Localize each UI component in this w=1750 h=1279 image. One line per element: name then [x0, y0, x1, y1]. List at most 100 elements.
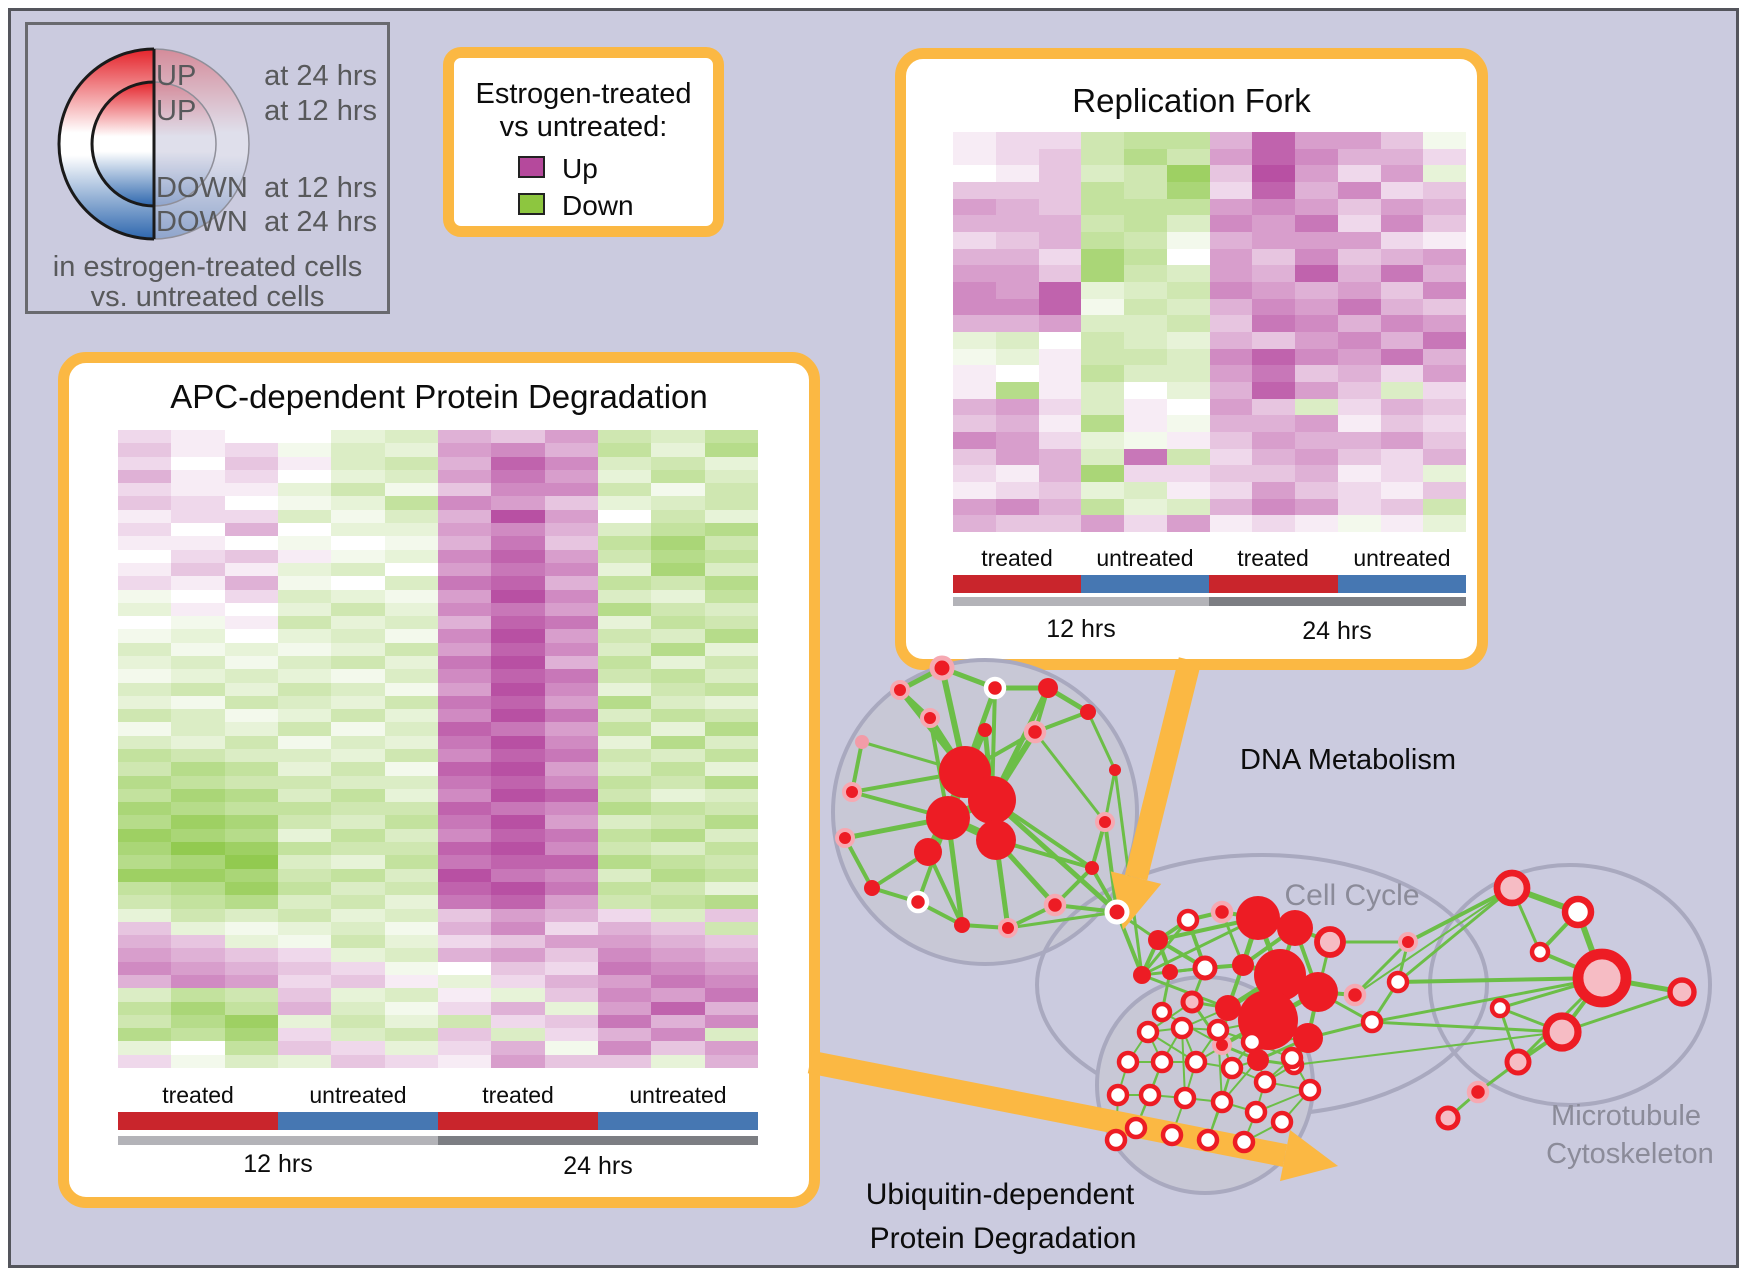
heatmap-cell — [118, 589, 172, 603]
heatmap-cell — [171, 682, 225, 696]
heatmap-cell — [597, 589, 652, 603]
heatmap-cell — [1295, 248, 1338, 266]
heatmap-cell — [995, 381, 1039, 399]
heatmap-cell — [1380, 465, 1424, 482]
heatmap-cell — [953, 415, 996, 432]
heatmap-cell — [544, 908, 598, 922]
gene-node — [998, 918, 1018, 938]
heatmap-cell — [1166, 448, 1210, 466]
heatmap-cell — [384, 961, 438, 975]
heatmap-cell — [224, 908, 278, 922]
heatmap-cell — [651, 842, 705, 856]
heatmap-cell — [171, 735, 225, 749]
heatmap-cell — [1295, 198, 1338, 216]
heatmap-cell — [1252, 348, 1295, 366]
heatmap-cell — [1380, 415, 1424, 432]
heatmap-cell — [1295, 481, 1338, 499]
heatmap-cell — [331, 722, 385, 736]
heatmap-cell — [597, 682, 652, 696]
heatmap-cell — [384, 881, 438, 896]
heatmap-cell — [995, 281, 1039, 299]
heatmap-cell — [1124, 465, 1167, 482]
heatmap-cell — [277, 642, 332, 656]
heatmap-cell — [171, 961, 225, 975]
heatmap-cell — [331, 935, 385, 949]
heatmap-cell — [651, 935, 705, 949]
heatmap-cell — [491, 509, 545, 524]
heatmap-cell — [995, 215, 1039, 232]
heatmap-cell — [953, 265, 996, 282]
gene-node — [835, 828, 855, 848]
heatmap-cell — [171, 549, 225, 563]
up-label: Up — [562, 153, 598, 184]
heatmap-cell — [1209, 331, 1253, 349]
heatmap-cell — [1081, 481, 1124, 499]
heatmap-cell — [171, 536, 225, 550]
heatmap-cell — [597, 562, 652, 577]
heatmap-cell — [331, 443, 385, 457]
heatmap-cell — [953, 165, 996, 182]
heatmap-cell — [953, 231, 996, 249]
heatmap-cell — [1124, 215, 1167, 232]
heatmap-cell — [437, 921, 492, 936]
panel-arrow-head — [1279, 1130, 1338, 1182]
heatmap-cell — [953, 365, 996, 382]
heatmap-cell — [704, 642, 758, 656]
heatmap-cell — [704, 828, 758, 843]
heatmap-cell — [437, 695, 492, 710]
heatmap-cell — [1038, 448, 1082, 466]
heatmap-cell — [1337, 398, 1381, 416]
heatmap-cell — [171, 855, 225, 869]
heatmap-cell — [597, 775, 652, 789]
heatmap-cell — [171, 642, 225, 656]
gene-node — [1150, 1050, 1174, 1074]
heatmap-cell — [1337, 448, 1381, 466]
heatmap-cell — [224, 549, 278, 563]
rf-group-label-3: treated — [1237, 545, 1309, 571]
heatmap-cell — [277, 988, 332, 1002]
heatmap-cell — [597, 509, 652, 524]
heatmap-cell — [437, 749, 492, 763]
rf-12hrs-bar — [953, 597, 1209, 606]
heatmap-cell — [1166, 498, 1210, 516]
heatmap-cell — [1423, 398, 1466, 416]
heatmap-cell — [1124, 365, 1167, 382]
heatmap-cell — [1337, 315, 1381, 332]
heatmap-cell — [651, 669, 705, 683]
gene-node — [1220, 1056, 1244, 1080]
heatmap-cell — [437, 735, 492, 749]
rf-group-label-2: untreated — [1096, 545, 1194, 571]
heatmap-cell — [1124, 165, 1167, 182]
heatmap-cell — [277, 775, 332, 789]
heatmap-cell — [1380, 198, 1424, 216]
heatmap-cell — [437, 523, 492, 537]
heatmap-cell — [224, 828, 278, 843]
heatmap-cell — [1337, 381, 1381, 399]
heatmap-cell — [224, 895, 278, 909]
gene-node — [1151, 1001, 1173, 1023]
heatmap-cell — [597, 988, 652, 1002]
heatmap-cell — [331, 616, 385, 630]
heatmap-cell — [331, 576, 385, 590]
heatmap-cell — [277, 935, 332, 949]
heatmap-cell — [331, 655, 385, 670]
heatmap-cell — [277, 1054, 332, 1068]
gene-node — [929, 655, 955, 681]
heatmap-cell — [171, 935, 225, 949]
heatmap-cell — [437, 562, 492, 577]
heatmap-cell — [995, 481, 1039, 499]
heatmap-cell — [597, 1001, 652, 1015]
heatmap-cell — [1081, 165, 1124, 182]
gene-node — [1293, 1023, 1323, 1053]
heatmap-cell — [331, 430, 385, 444]
heatmap-cell — [118, 469, 172, 484]
heatmap-cell — [277, 868, 332, 882]
heatmap-cell — [171, 948, 225, 962]
heatmap-cell — [704, 1028, 758, 1042]
heatmap-cell — [704, 469, 758, 484]
heatmap-cell — [384, 855, 438, 869]
heatmap-cell — [224, 842, 278, 856]
heatmap-cell — [704, 1014, 758, 1029]
heatmap-cell — [491, 855, 545, 869]
heatmap-cell — [1423, 365, 1466, 382]
